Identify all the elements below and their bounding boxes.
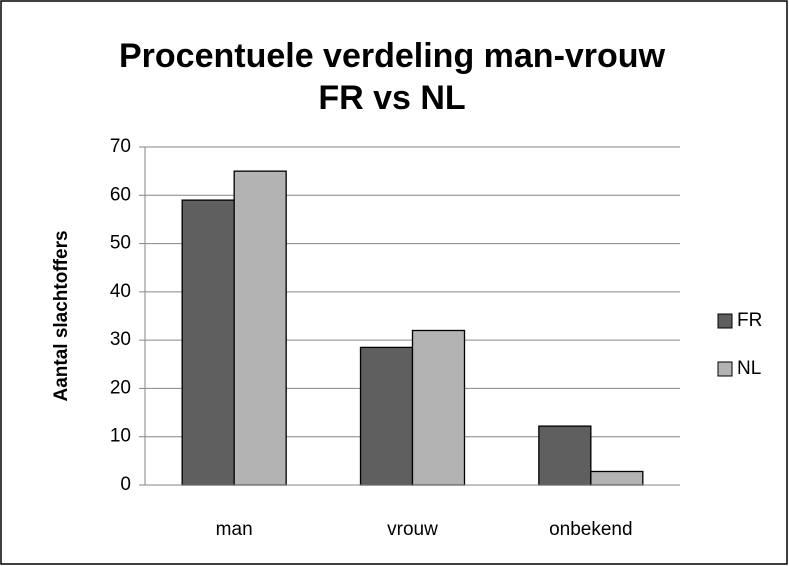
y-tick-label: 40 xyxy=(110,281,131,302)
legend-label: NL xyxy=(737,358,761,379)
legend-swatch xyxy=(717,313,733,329)
bar xyxy=(538,425,592,486)
chart-title: FR vs NL xyxy=(318,79,465,117)
x-tick-label: vrouw xyxy=(387,519,438,540)
y-tick-label: 70 xyxy=(110,136,131,157)
y-axis-label: Aantal slachtoffers xyxy=(51,230,72,401)
y-tick-label: 20 xyxy=(110,377,131,398)
y-tick-label: 10 xyxy=(110,426,131,447)
bar xyxy=(590,470,644,486)
chart-title: Procentuele verdeling man-vrouw xyxy=(119,37,666,75)
bar xyxy=(181,199,235,486)
bar xyxy=(411,329,466,486)
y-tick-label: 0 xyxy=(120,474,131,495)
x-tick-label: man xyxy=(216,519,253,540)
bar xyxy=(359,346,414,486)
y-tick-label: 60 xyxy=(110,184,131,205)
bar xyxy=(233,170,287,486)
x-tick-label: onbekend xyxy=(549,519,632,540)
legend-label: FR xyxy=(737,310,762,331)
y-tick-label: 30 xyxy=(110,329,131,350)
y-tick-label: 50 xyxy=(110,233,131,254)
legend-swatch xyxy=(717,361,733,377)
